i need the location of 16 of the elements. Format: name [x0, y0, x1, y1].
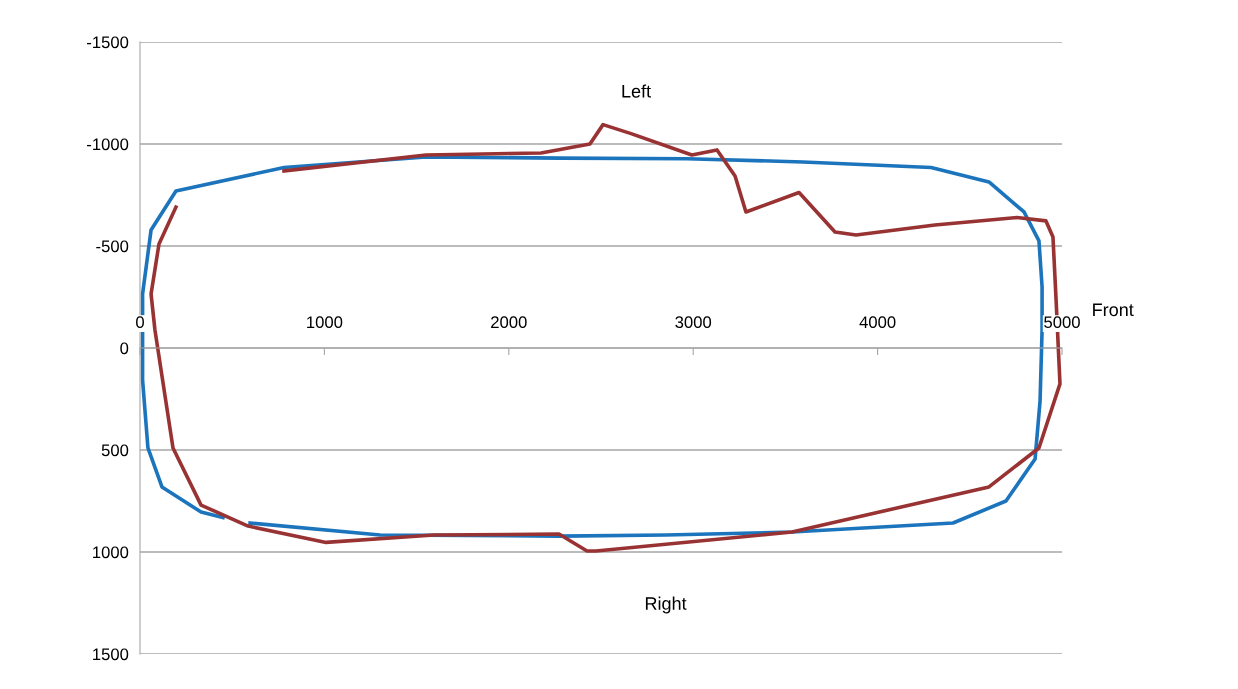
x-tick-label: 5000	[1044, 316, 1080, 329]
y-tick-label: 0	[120, 342, 129, 355]
text: Front	[1093, 303, 1134, 317]
y-tick-label: 1500	[93, 648, 129, 661]
y-tick-label: -1500	[87, 36, 129, 49]
y-tick-label: -1000	[87, 138, 129, 151]
y-tick-label: 500	[101, 444, 129, 457]
x-tick-label: 3000	[675, 316, 712, 329]
y-tick-label: 1000	[93, 546, 129, 559]
x-tick-label: 1000	[307, 316, 343, 329]
x-tick-label: 4000	[859, 316, 896, 329]
y-tick-label: -500	[96, 240, 129, 253]
annotation: Left	[622, 84, 651, 98]
annotation: Right	[645, 596, 687, 614]
x-tick-label: 0	[136, 316, 144, 329]
x-tick-label: 2000	[491, 316, 527, 329]
